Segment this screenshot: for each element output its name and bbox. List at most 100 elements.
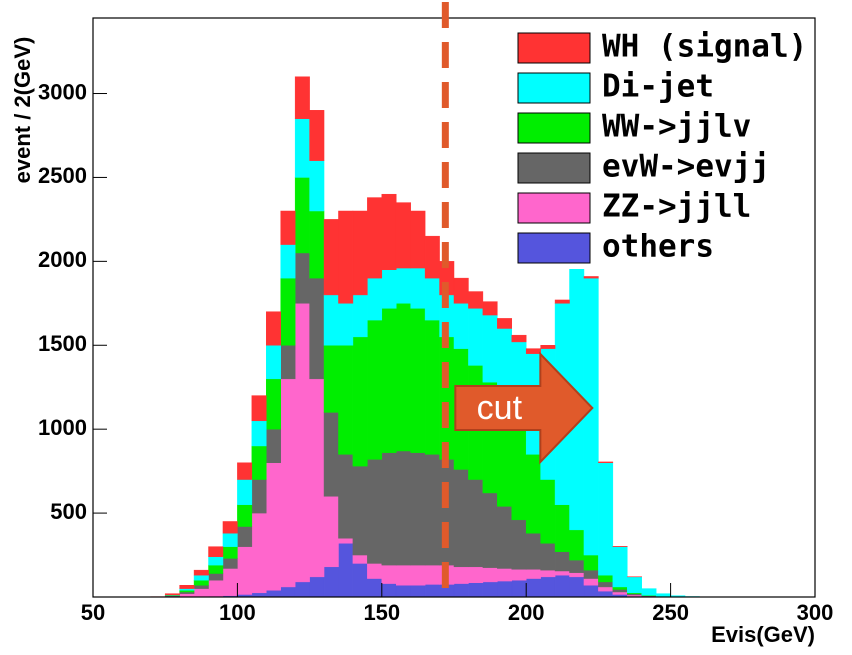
histogram-bar (294, 303, 310, 583)
y-tick-label: 1500 (38, 331, 87, 356)
histogram-bar (179, 590, 195, 593)
histogram-bar (424, 235, 440, 279)
x-tick-label: 150 (363, 600, 400, 625)
y-axis-label: event / 2(GeV) (10, 37, 35, 184)
histogram-bar (410, 452, 426, 566)
cut-arrow (454, 351, 594, 465)
histogram-bar (179, 588, 195, 591)
histogram-bar (352, 465, 368, 556)
histogram-bar (453, 277, 469, 304)
histogram-bar (482, 492, 498, 568)
histogram-bar (338, 454, 354, 539)
histogram-bar (569, 529, 585, 561)
histogram-bar (511, 569, 527, 581)
histogram-bar (381, 308, 397, 453)
legend-background (512, 25, 812, 269)
histogram-bar (193, 585, 209, 589)
histogram-bar (323, 412, 339, 497)
histogram-bar (222, 546, 238, 559)
x-axis-label: Evis(GeV) (711, 622, 815, 647)
histogram-bar (395, 303, 411, 452)
histogram-bar (482, 314, 498, 383)
histogram-bar (280, 345, 296, 380)
histogram-bar (208, 579, 224, 597)
histogram-bar (179, 591, 195, 594)
histogram-bar (410, 585, 426, 598)
histogram-bar (381, 564, 397, 584)
histogram-bar (468, 308, 484, 366)
histogram-bar (280, 586, 296, 598)
histogram-bar (280, 378, 296, 588)
histogram-bar (237, 546, 253, 595)
histogram-bar (193, 579, 209, 586)
histogram-bar (497, 506, 513, 569)
legend-swatch (517, 232, 591, 264)
x-tick-label: 100 (219, 600, 256, 625)
histogram-bar (294, 118, 310, 178)
histogram-bar (251, 592, 267, 598)
histogram-bar (453, 469, 469, 568)
histogram-bar (439, 336, 455, 460)
histogram-bar (511, 579, 527, 598)
histogram-bar (598, 590, 614, 598)
histogram-bar (424, 584, 440, 598)
cut-label: cut (477, 389, 523, 427)
histogram-bar (525, 569, 541, 579)
histogram-bar (410, 308, 426, 453)
histogram-bar (424, 319, 440, 455)
histogram-bar (554, 574, 570, 598)
histogram-bar (482, 301, 498, 316)
x-tick-label: 50 (81, 600, 105, 625)
histogram-bar (381, 269, 397, 309)
histogram-bar (598, 586, 614, 592)
histogram-bar (323, 345, 339, 413)
histogram-bar (598, 462, 614, 576)
histogram-bar (367, 563, 383, 579)
legend-label: WH (signal) (602, 29, 807, 65)
histogram-bar (410, 267, 426, 309)
histogram-bar (540, 345, 556, 349)
histogram-bar (583, 276, 599, 279)
histogram-bar (367, 277, 383, 321)
histogram-bar (323, 294, 339, 346)
histogram-bar (193, 588, 209, 597)
histogram-bar (554, 551, 570, 572)
legend-label: ZZ->jjll (602, 189, 751, 225)
histogram-bar (583, 569, 599, 579)
histogram-bar (525, 532, 541, 570)
histogram-bar (612, 591, 628, 595)
legend-swatch (517, 152, 591, 184)
histogram-bar (554, 570, 570, 576)
histogram-bar (540, 479, 556, 544)
histogram-bar (641, 588, 657, 596)
histogram-bar (251, 479, 267, 514)
histogram-bar (395, 564, 411, 586)
plot-area (150, 76, 715, 598)
histogram-bar (266, 428, 281, 463)
histogram-bar (395, 267, 411, 304)
histogram-bar (612, 589, 628, 593)
x-tick-label: 200 (508, 600, 545, 625)
histogram-bar (294, 177, 310, 254)
histogram-bar (453, 566, 469, 584)
histogram-bar (266, 378, 281, 430)
legend-swatch (517, 72, 591, 104)
histogram-bar (251, 395, 267, 422)
histogram-bar (381, 193, 397, 270)
histogram-bar (323, 496, 339, 568)
histogram-bar (468, 582, 484, 598)
histogram-bar (468, 479, 484, 568)
histogram-bar (655, 593, 671, 597)
histogram-bar (612, 586, 628, 590)
histogram-bar (294, 581, 310, 598)
histogram-bar (222, 568, 238, 596)
histogram-bar (222, 532, 238, 547)
histogram-bar (352, 563, 368, 598)
histogram-bar (367, 319, 383, 460)
histogram-bar (554, 299, 570, 304)
histogram-bar (222, 521, 238, 534)
histogram-bar (251, 445, 267, 480)
histogram-bar (266, 462, 281, 591)
histogram-bar (525, 578, 541, 598)
histogram-bar (424, 564, 440, 585)
